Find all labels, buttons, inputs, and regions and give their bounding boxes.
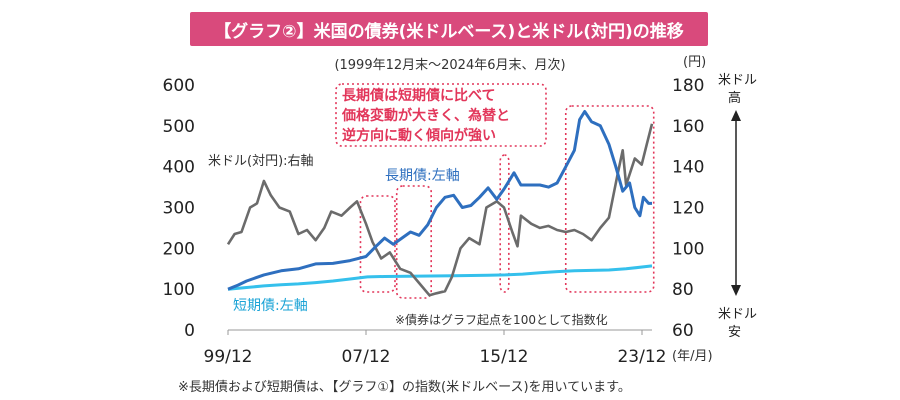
right-tick-label: 60	[672, 321, 694, 341]
left-tick-label: 400	[163, 158, 195, 178]
right-axis-unit: (円)	[683, 55, 706, 70]
series-line-2	[226, 123, 654, 297]
left-tick-label: 600	[163, 76, 195, 96]
left-axis-ticks: 0 100 200 300 400 500 600	[163, 76, 195, 341]
highlight-box	[395, 185, 433, 299]
x-axis-unit: (年/月)	[672, 349, 713, 364]
series-label-short: 短期債:左軸	[233, 298, 308, 314]
series-label-usd: 米ドル(対円):右軸	[208, 154, 314, 169]
callout-line-1: 長期債は短期債に比べて	[342, 87, 495, 104]
right-tick-label: 120	[672, 199, 704, 219]
series-line-0	[227, 110, 652, 291]
usd-high-label-2: 高	[728, 90, 741, 106]
usd-low-label-1: 米ドル	[718, 307, 757, 322]
x-tick-label: 23/12	[617, 347, 666, 367]
highlight-box	[564, 105, 655, 293]
right-tick-label: 80	[672, 280, 694, 300]
x-tick-label: 99/12	[204, 347, 253, 367]
chart-title: 【グラフ②】米国の債券(米ドルベース)と米ドル(対円)の推移	[190, 12, 708, 46]
left-tick-label: 300	[163, 199, 195, 219]
right-axis-ticks: 60 80 100 120 140 160 180	[672, 76, 704, 341]
right-tick-label: 180	[672, 76, 704, 96]
index-note: ※債券はグラフ起点を100として指数化	[395, 312, 608, 327]
series-label-long: 長期債:左軸	[385, 168, 460, 184]
double-arrow-icon	[731, 110, 741, 296]
series-layer	[226, 110, 654, 297]
left-tick-label: 0	[184, 321, 195, 341]
callout-annotation: 長期債は短期債に比べて 価格変動が大きく、為替と 逆方向に動く傾向が強い	[341, 87, 510, 144]
right-tick-label: 140	[672, 158, 704, 178]
left-tick-label: 200	[163, 239, 195, 259]
left-tick-label: 500	[163, 117, 195, 137]
left-tick-label: 100	[163, 280, 195, 300]
series-line-1	[227, 264, 653, 291]
x-axis-ticks: 99/12 07/12 15/12 23/12	[204, 330, 666, 367]
callout-line-2: 価格変動が大きく、為替と	[341, 107, 510, 124]
callout-line-3: 逆方向に動く傾向が強い	[342, 127, 496, 144]
x-tick-label: 15/12	[479, 347, 528, 367]
usd-low-label-2: 安	[728, 325, 741, 340]
x-tick-label: 07/12	[341, 347, 390, 367]
highlight-box	[359, 195, 396, 293]
right-tick-label: 160	[672, 117, 704, 137]
right-tick-label: 100	[672, 239, 704, 259]
usd-high-label-1: 米ドル	[718, 73, 757, 88]
callout-box	[335, 83, 547, 147]
chart-subtitle: (1999年12月末〜2024年6月末、月次)	[334, 58, 566, 73]
footnote: ※長期債および短期債は、【グラフ①】の指数(米ドルベース)を用いています。	[178, 380, 631, 395]
highlight-box	[499, 154, 510, 293]
